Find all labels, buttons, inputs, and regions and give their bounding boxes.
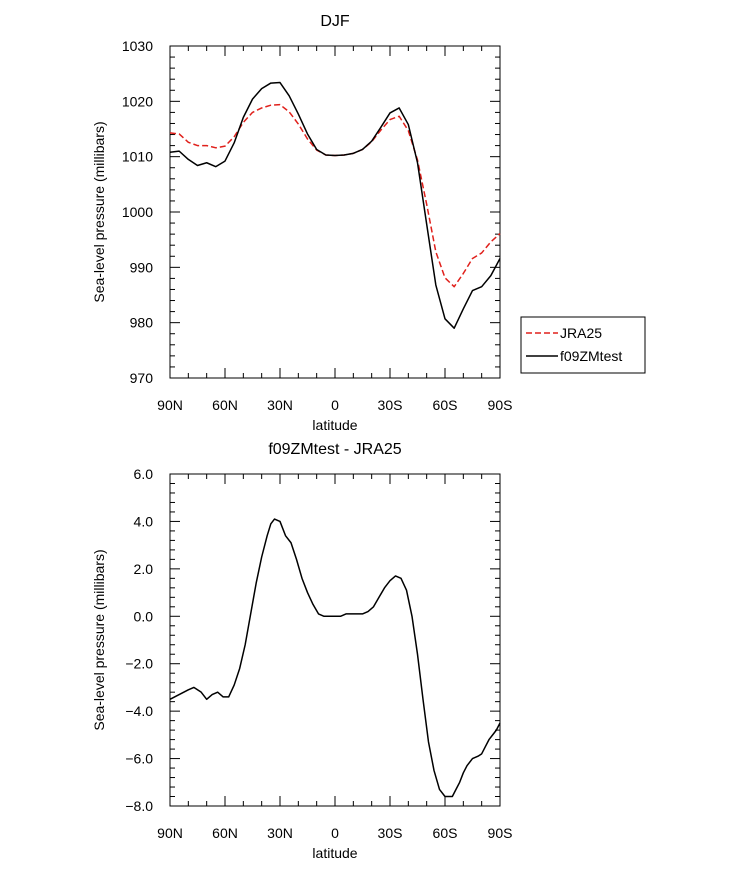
series-line-f09zmtest xyxy=(169,81,501,329)
x-tick-label: 60S xyxy=(433,825,458,841)
y-tick-label: 0.0 xyxy=(134,608,154,624)
y-tick-label: 2.0 xyxy=(134,561,154,577)
x-axis-label: latitude xyxy=(312,845,357,861)
x-tick-label: 30S xyxy=(378,397,403,413)
chart-panel-1: 970 980 990 1000 1010 1020 1030 90N 60N 30N 0 30S 60… xyxy=(91,13,646,433)
y-tick-label: 4.0 xyxy=(134,513,154,529)
x-tick-label: 30S xyxy=(378,825,403,841)
x-axis-label: latitude xyxy=(312,417,357,433)
difference-line xyxy=(169,518,501,798)
x-tick-label: 90S xyxy=(488,825,513,841)
chart-title: f09ZMtest - JRA25 xyxy=(268,441,401,458)
plot-frame xyxy=(169,45,501,379)
legend: JRA25 f09ZMtest xyxy=(520,316,646,374)
y-tick-label: 1020 xyxy=(122,93,153,109)
chart-panel-2: −8.0 −6.0 −4.0 −2.0 0.0 2.0 4.0 6.0 90N 60N 30N 0 30… xyxy=(91,441,512,861)
y-axis-label: Sea-level pressure (millibars) xyxy=(91,549,107,730)
x-tick-label: 90N xyxy=(157,397,183,413)
y-tick-label: −6.0 xyxy=(125,751,153,767)
y-tick-label: 6.0 xyxy=(134,466,154,482)
x-tick-label: 0 xyxy=(331,825,339,841)
x-tick-label: 90N xyxy=(157,825,183,841)
y-tick-label: 1010 xyxy=(122,149,153,165)
x-tick-label: 90S xyxy=(488,397,513,413)
x-tick-label: 30N xyxy=(267,825,293,841)
y-tick-label: 1030 xyxy=(122,38,153,54)
y-tick-label: 990 xyxy=(130,259,154,275)
chart-title: DJF xyxy=(320,13,350,30)
x-tick-label: 0 xyxy=(331,397,339,413)
y-tick-label: 1000 xyxy=(122,204,153,220)
y-tick-label: 970 xyxy=(130,370,154,386)
legend-label-f09zmtest: f09ZMtest xyxy=(560,348,622,364)
plot-frame xyxy=(169,473,501,807)
x-tick-label: 60N xyxy=(212,397,238,413)
series-line-jra25 xyxy=(169,103,501,288)
y-tick-label: −8.0 xyxy=(125,798,153,814)
y-tick-label: −2.0 xyxy=(125,656,153,672)
legend-box xyxy=(520,316,646,374)
legend-label-jra25: JRA25 xyxy=(560,325,602,341)
y-tick-label: −4.0 xyxy=(125,703,153,719)
x-tick-label: 60N xyxy=(212,825,238,841)
x-tick-label: 30N xyxy=(267,397,293,413)
x-tick-label: 60S xyxy=(433,397,458,413)
y-tick-label: 980 xyxy=(130,315,154,331)
y-axis-label: Sea-level pressure (millibars) xyxy=(91,121,107,302)
